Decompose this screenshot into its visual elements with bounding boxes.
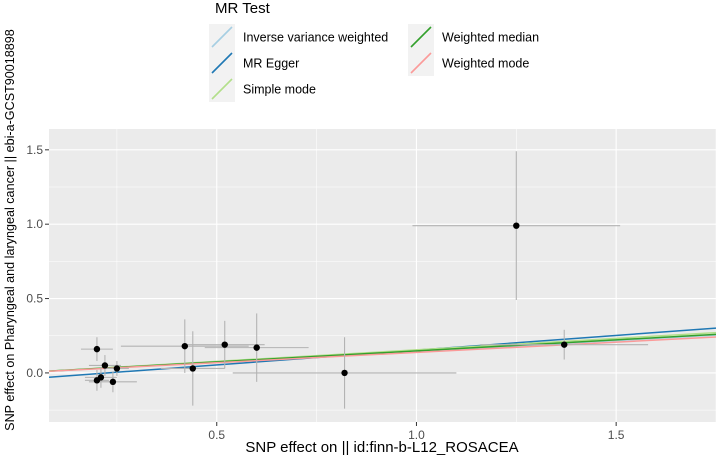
legend-label: Simple mode <box>243 83 316 97</box>
data-point <box>93 377 101 384</box>
data-points <box>93 222 568 386</box>
data-point <box>189 365 196 372</box>
legend-key-line <box>211 52 233 74</box>
legend-item-simple-mode: Simple mode <box>209 76 316 102</box>
y-tick-label: 1.0 <box>26 217 43 231</box>
legend-item-weighted-median: Weighted median <box>408 24 539 50</box>
data-point <box>109 378 117 386</box>
legend-label: MR Egger <box>243 57 299 71</box>
data-point <box>253 344 260 351</box>
legend-label: Weighted median <box>442 31 539 45</box>
legend-item-mr-egger: MR Egger <box>209 50 299 76</box>
x-tick-label: 1.0 <box>408 428 425 442</box>
mr-line-weighted-mode <box>49 336 716 373</box>
legend-key-line <box>211 78 233 100</box>
y-tick-label: 1.5 <box>26 143 43 157</box>
data-point <box>101 362 109 369</box>
legend-key-line <box>211 26 233 48</box>
axis-ticks: 0.5 1.0 1.5 0.0 0.5 1.0 1.5 <box>26 143 625 442</box>
data-point <box>113 365 121 372</box>
data-point <box>561 341 568 348</box>
data-point <box>221 341 228 348</box>
data-point <box>181 342 188 350</box>
x-tick-label: 0.5 <box>208 428 225 442</box>
regression-lines <box>49 327 716 379</box>
legend-title: MR Test <box>215 0 271 17</box>
data-point <box>513 222 520 229</box>
data-point <box>341 369 348 377</box>
y-tick-label: 0.0 <box>26 366 43 380</box>
legend-label: Inverse variance weighted <box>243 31 388 45</box>
legend-label: Weighted mode <box>442 57 529 71</box>
legend-item-weighted-mode: Weighted mode <box>408 50 529 76</box>
y-axis-title: SNP effect on Pharyngeal and laryngeal c… <box>3 29 17 431</box>
legend-key-line <box>410 52 432 74</box>
legend-item-inverse-variance-weighted: Inverse variance weighted <box>209 24 388 50</box>
x-tick-label: 1.5 <box>608 428 625 442</box>
data-point <box>93 345 101 353</box>
legend: MR Test Inverse variance weighted Weighte… <box>209 0 539 102</box>
x-axis-title: SNP effect on || id:finn-b-L12_ROSACEA <box>245 439 518 456</box>
y-tick-label: 0.5 <box>26 292 43 306</box>
legend-key-line <box>410 26 432 48</box>
